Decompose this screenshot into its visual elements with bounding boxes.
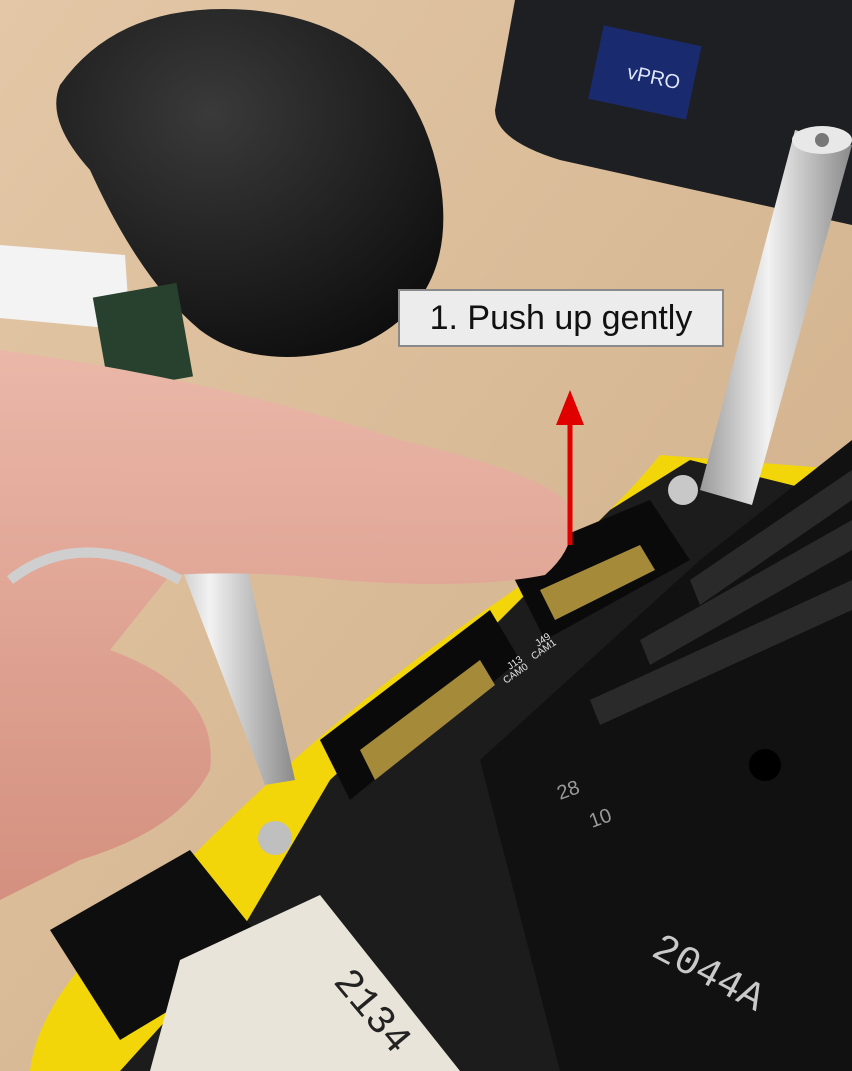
camera-module (92, 282, 193, 392)
finger-ring (6, 547, 183, 585)
instruction-callout: 1. Push up gently (398, 289, 724, 347)
barrel-jack (50, 850, 270, 1040)
screw-top (668, 475, 698, 505)
module-card (150, 895, 460, 1071)
instruction-text: 1. Push up gently (429, 298, 693, 337)
hand (0, 350, 572, 900)
heatsink (480, 440, 852, 1071)
vpro-sticker (588, 25, 702, 120)
camera-connector-cam1 (505, 500, 690, 640)
screw-left (258, 821, 292, 855)
push-arrow-head (556, 390, 584, 425)
standoff-post-right (700, 130, 852, 505)
computer-mouse (56, 8, 444, 357)
camera-connector-cam0 (320, 610, 520, 800)
